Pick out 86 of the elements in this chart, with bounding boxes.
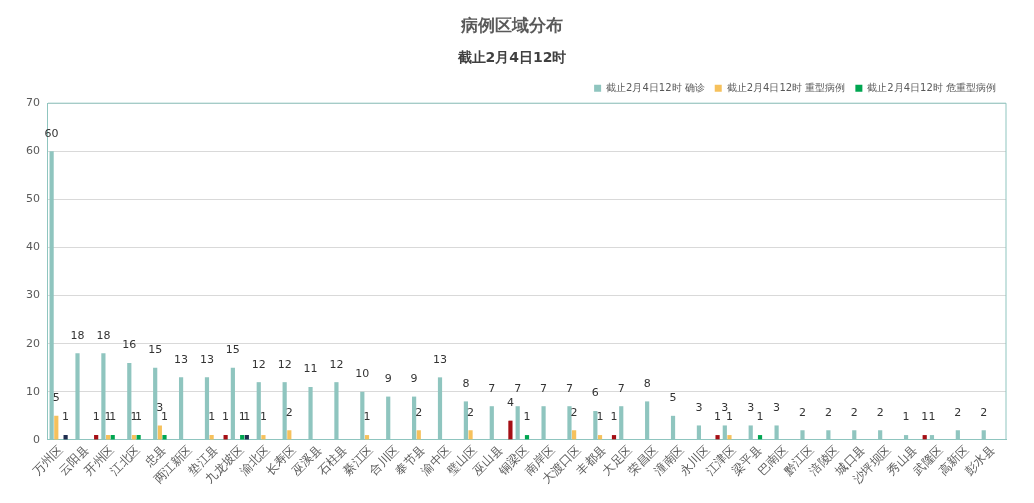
data-label: 13 <box>433 352 447 366</box>
chart-title: 病例区域分布 <box>460 14 563 35</box>
data-label: 7 <box>565 381 573 395</box>
chart-subtitle: 截止2月4日12时 <box>456 49 567 66</box>
y-tick-label: 0 <box>33 432 40 446</box>
data-label: 10 <box>355 367 370 381</box>
bar <box>54 415 59 440</box>
data-label: 12 <box>329 357 344 371</box>
bar <box>715 435 720 440</box>
data-label: 1 <box>104 410 112 424</box>
data-label: 1 <box>62 410 70 424</box>
data-label: 1 <box>92 410 100 424</box>
data-label: 1 <box>725 410 733 424</box>
data-label: 18 <box>70 328 85 342</box>
y-tick-label: 40 <box>26 240 40 254</box>
data-label: 7 <box>617 381 625 395</box>
bar <box>157 425 162 440</box>
data-label: 9 <box>384 371 392 385</box>
data-label: 5 <box>52 391 60 405</box>
data-label: 1 <box>161 410 169 424</box>
data-label: 1 <box>135 410 143 424</box>
data-label: 1 <box>363 410 371 424</box>
data-label: 18 <box>96 328 111 342</box>
data-label: 1 <box>756 410 764 424</box>
data-label: 1 <box>243 410 251 424</box>
data-label: 2 <box>876 405 884 419</box>
data-label: 2 <box>467 405 475 419</box>
data-label: 12 <box>277 357 292 371</box>
data-label: 15 <box>225 343 240 357</box>
bar <box>572 430 577 440</box>
data-label: 9 <box>410 371 418 385</box>
data-label: 3 <box>747 400 755 414</box>
legend-label: 截止2月4日12时 确诊 <box>606 81 705 93</box>
data-label: 16 <box>122 338 137 352</box>
data-label: 15 <box>148 343 163 357</box>
data-label: 2 <box>954 405 962 419</box>
legend-label: 截止2月4日12时 重型病例 <box>726 81 846 93</box>
data-label: 2 <box>415 405 423 419</box>
bar <box>162 435 167 440</box>
data-label: 1 <box>902 410 910 424</box>
y-tick-label: 10 <box>26 384 40 398</box>
data-label: 1 <box>109 410 117 424</box>
data-label: 4 <box>506 396 514 409</box>
data-label: 7 <box>540 381 548 395</box>
data-label: 1 <box>130 410 138 424</box>
data-label: 1 <box>610 410 618 424</box>
data-label: 2 <box>824 405 832 419</box>
data-label: 1 <box>259 410 267 424</box>
y-tick-label: 20 <box>26 336 40 350</box>
data-label: 3 <box>695 400 703 414</box>
data-label: 8 <box>643 376 651 390</box>
data-label: 7 <box>514 381 522 395</box>
bar <box>416 430 421 440</box>
data-label: 1 <box>222 410 230 424</box>
data-label: 3 <box>773 400 781 414</box>
data-label: 2 <box>570 405 578 419</box>
legend-label: 截止2月4日12时 危重型病例 <box>867 81 997 93</box>
data-label: 1 <box>921 410 929 424</box>
data-label: 1 <box>714 410 722 424</box>
y-tick-label: 50 <box>26 192 40 206</box>
y-tick-label: 30 <box>26 288 40 302</box>
y-tick-label: 70 <box>26 96 40 110</box>
data-label: 11 <box>303 362 318 376</box>
data-label: 2 <box>285 405 293 419</box>
y-tick-label: 60 <box>26 144 40 158</box>
bar <box>508 420 513 440</box>
bar <box>261 435 266 440</box>
bar <box>287 430 292 440</box>
data-label: 8 <box>462 376 470 390</box>
bar <box>468 430 473 440</box>
data-label: 5 <box>669 391 677 405</box>
data-label: 12 <box>251 357 266 371</box>
data-label: 2 <box>850 405 858 419</box>
data-label: 1 <box>596 410 604 424</box>
data-label: 1 <box>523 410 531 424</box>
data-label: 13 <box>199 352 214 366</box>
data-label: 2 <box>980 405 988 419</box>
data-label: 1 <box>928 410 936 424</box>
data-label: 60 <box>44 126 59 140</box>
data-label: 7 <box>488 381 496 395</box>
data-label: 6 <box>591 386 599 400</box>
data-label: 2 <box>798 405 806 419</box>
data-label: 13 <box>174 352 189 366</box>
data-label: 1 <box>238 410 246 424</box>
bar <box>727 435 732 440</box>
data-label: 1 <box>208 410 216 424</box>
